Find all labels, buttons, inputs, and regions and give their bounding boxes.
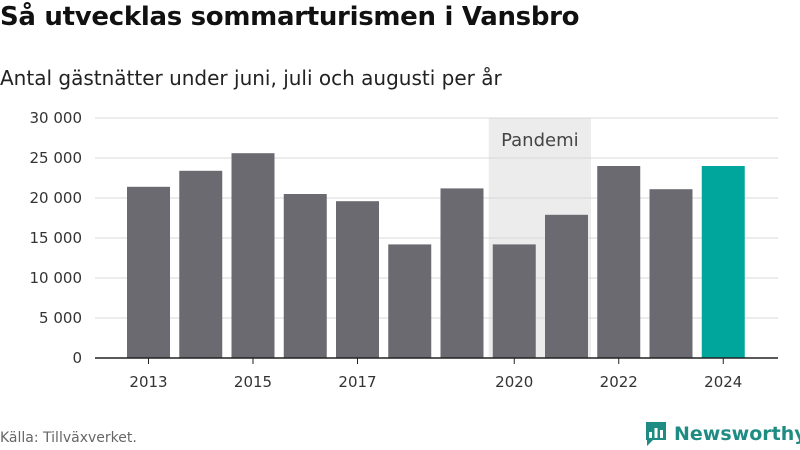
y-tick-label: 0 xyxy=(72,349,82,367)
bar-2017 xyxy=(336,201,379,358)
y-tick-label: 25 000 xyxy=(30,149,83,167)
bar-2022 xyxy=(597,166,641,358)
x-tick-label: 2013 xyxy=(129,373,167,391)
bar-2024 xyxy=(701,166,745,358)
x-tick-label: 2017 xyxy=(338,373,376,391)
x-tick-label: 2024 xyxy=(704,373,742,391)
chart-title: Så utvecklas sommarturismen i Vansbro xyxy=(0,2,580,32)
bar-2014 xyxy=(179,170,223,358)
pandemic-label: Pandemi xyxy=(501,130,579,151)
newsworthy-logo-icon xyxy=(646,422,666,446)
bar-2020 xyxy=(492,244,536,358)
bar-2021 xyxy=(545,214,588,358)
bar-2023 xyxy=(649,189,693,358)
x-tick-label: 2015 xyxy=(234,373,272,391)
y-tick-label: 5 000 xyxy=(39,309,82,327)
x-tick-label: 2020 xyxy=(495,373,533,391)
bar-chart: 0 5 000 10 000 15 000 20 000 25 000 30 000 Pand… xyxy=(30,109,778,391)
y-tick-label: 20 000 xyxy=(30,189,83,207)
bar-2015 xyxy=(231,153,275,358)
x-tick-label: 2022 xyxy=(600,373,638,391)
bar-2013 xyxy=(127,186,170,358)
bar-2019 xyxy=(440,188,484,358)
y-tick-label: 10 000 xyxy=(30,269,83,287)
chart-subtitle: Antal gästnätter under juni, juli och au… xyxy=(0,66,502,90)
bar-2018 xyxy=(388,244,432,358)
brand-name: Newsworthy xyxy=(674,423,800,445)
source-note: Källa: Tillväxverket. xyxy=(0,430,137,446)
brand-logo: Newsworthy xyxy=(644,420,800,448)
y-tick-label: 15 000 xyxy=(30,229,83,247)
bar-2016 xyxy=(283,194,327,358)
y-tick-label: 30 000 xyxy=(30,109,83,127)
